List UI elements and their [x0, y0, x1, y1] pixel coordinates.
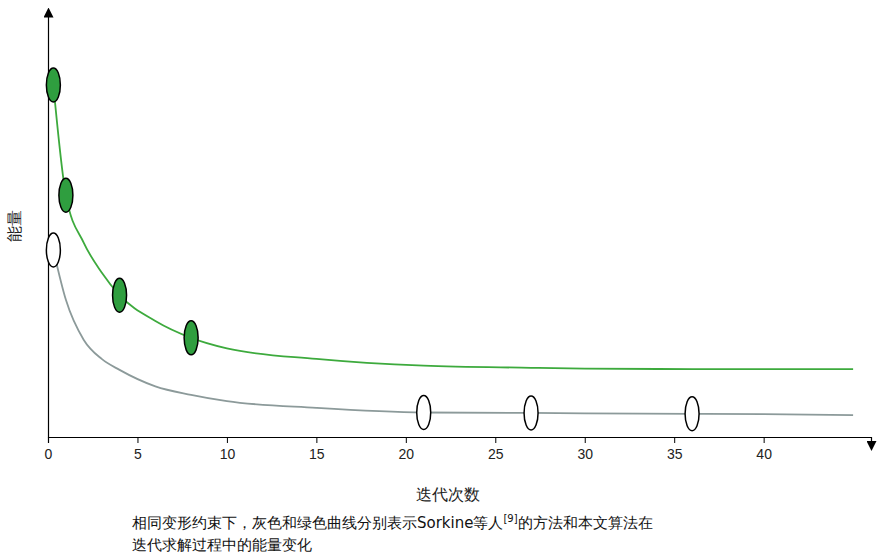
x-tick-mark	[48, 437, 49, 443]
x-tick-mark	[495, 437, 496, 443]
x-tick: 40	[756, 437, 772, 462]
iteration-marker	[417, 396, 431, 430]
x-tick-label: 0	[45, 446, 53, 462]
x-tick: 35	[667, 437, 683, 462]
x-tick: 30	[577, 437, 593, 462]
caption-line: 迭代求解过程中的能量变化	[132, 536, 312, 554]
x-tick: 5	[134, 437, 142, 462]
x-tick: 15	[309, 437, 325, 462]
iteration-marker	[59, 178, 73, 212]
plot-area	[46, 68, 853, 431]
energy-curve	[53, 85, 853, 369]
x-tick-mark	[227, 437, 228, 443]
iteration-marker	[524, 396, 538, 430]
x-tick: 0	[45, 437, 53, 462]
x-tick-mark	[674, 437, 675, 443]
x-tick-mark	[137, 437, 138, 443]
x-tick-label: 25	[488, 446, 504, 462]
x-tick-mark	[585, 437, 586, 443]
iteration-marker	[46, 233, 60, 267]
caption-text: 相同变形约束下，灰色和绿色曲线分别表示Sorkine等人	[132, 514, 503, 532]
x-tick-label: 15	[309, 446, 325, 462]
x-tick-mark	[764, 437, 765, 443]
x-tick-label: 30	[577, 446, 593, 462]
iteration-marker	[46, 68, 60, 102]
x-tick: 20	[399, 437, 415, 462]
x-tick: 10	[220, 437, 236, 462]
caption-text: 的方法和本文算法在	[518, 514, 653, 532]
iteration-marker	[184, 321, 198, 355]
x-axis: 0 5 10 15 20 25 30 35 40	[45, 437, 872, 462]
y-axis-title: 能量	[5, 210, 24, 242]
caption-line: 相同变形约束下，灰色和绿色曲线分别表示Sorkine等人[9]的方法和本文算法在	[132, 513, 653, 532]
iteration-marker	[113, 278, 127, 312]
x-axis-line	[49, 438, 872, 444]
caption-citation: [9]	[503, 513, 517, 524]
x-tick-mark	[316, 437, 317, 443]
caption: 相同变形约束下，灰色和绿色曲线分别表示Sorkine等人[9]的方法和本文算法在…	[132, 513, 653, 554]
x-tick-label: 5	[134, 446, 142, 462]
x-tick-label: 20	[399, 446, 415, 462]
energy-curve	[53, 250, 853, 415]
x-tick-label: 10	[220, 446, 236, 462]
x-tick-label: 40	[756, 446, 772, 462]
x-tick: 25	[488, 437, 504, 462]
x-axis-title: 迭代次数	[416, 485, 480, 504]
x-tick-label: 35	[667, 446, 683, 462]
x-tick-mark	[406, 437, 407, 443]
iteration-marker	[685, 397, 699, 431]
